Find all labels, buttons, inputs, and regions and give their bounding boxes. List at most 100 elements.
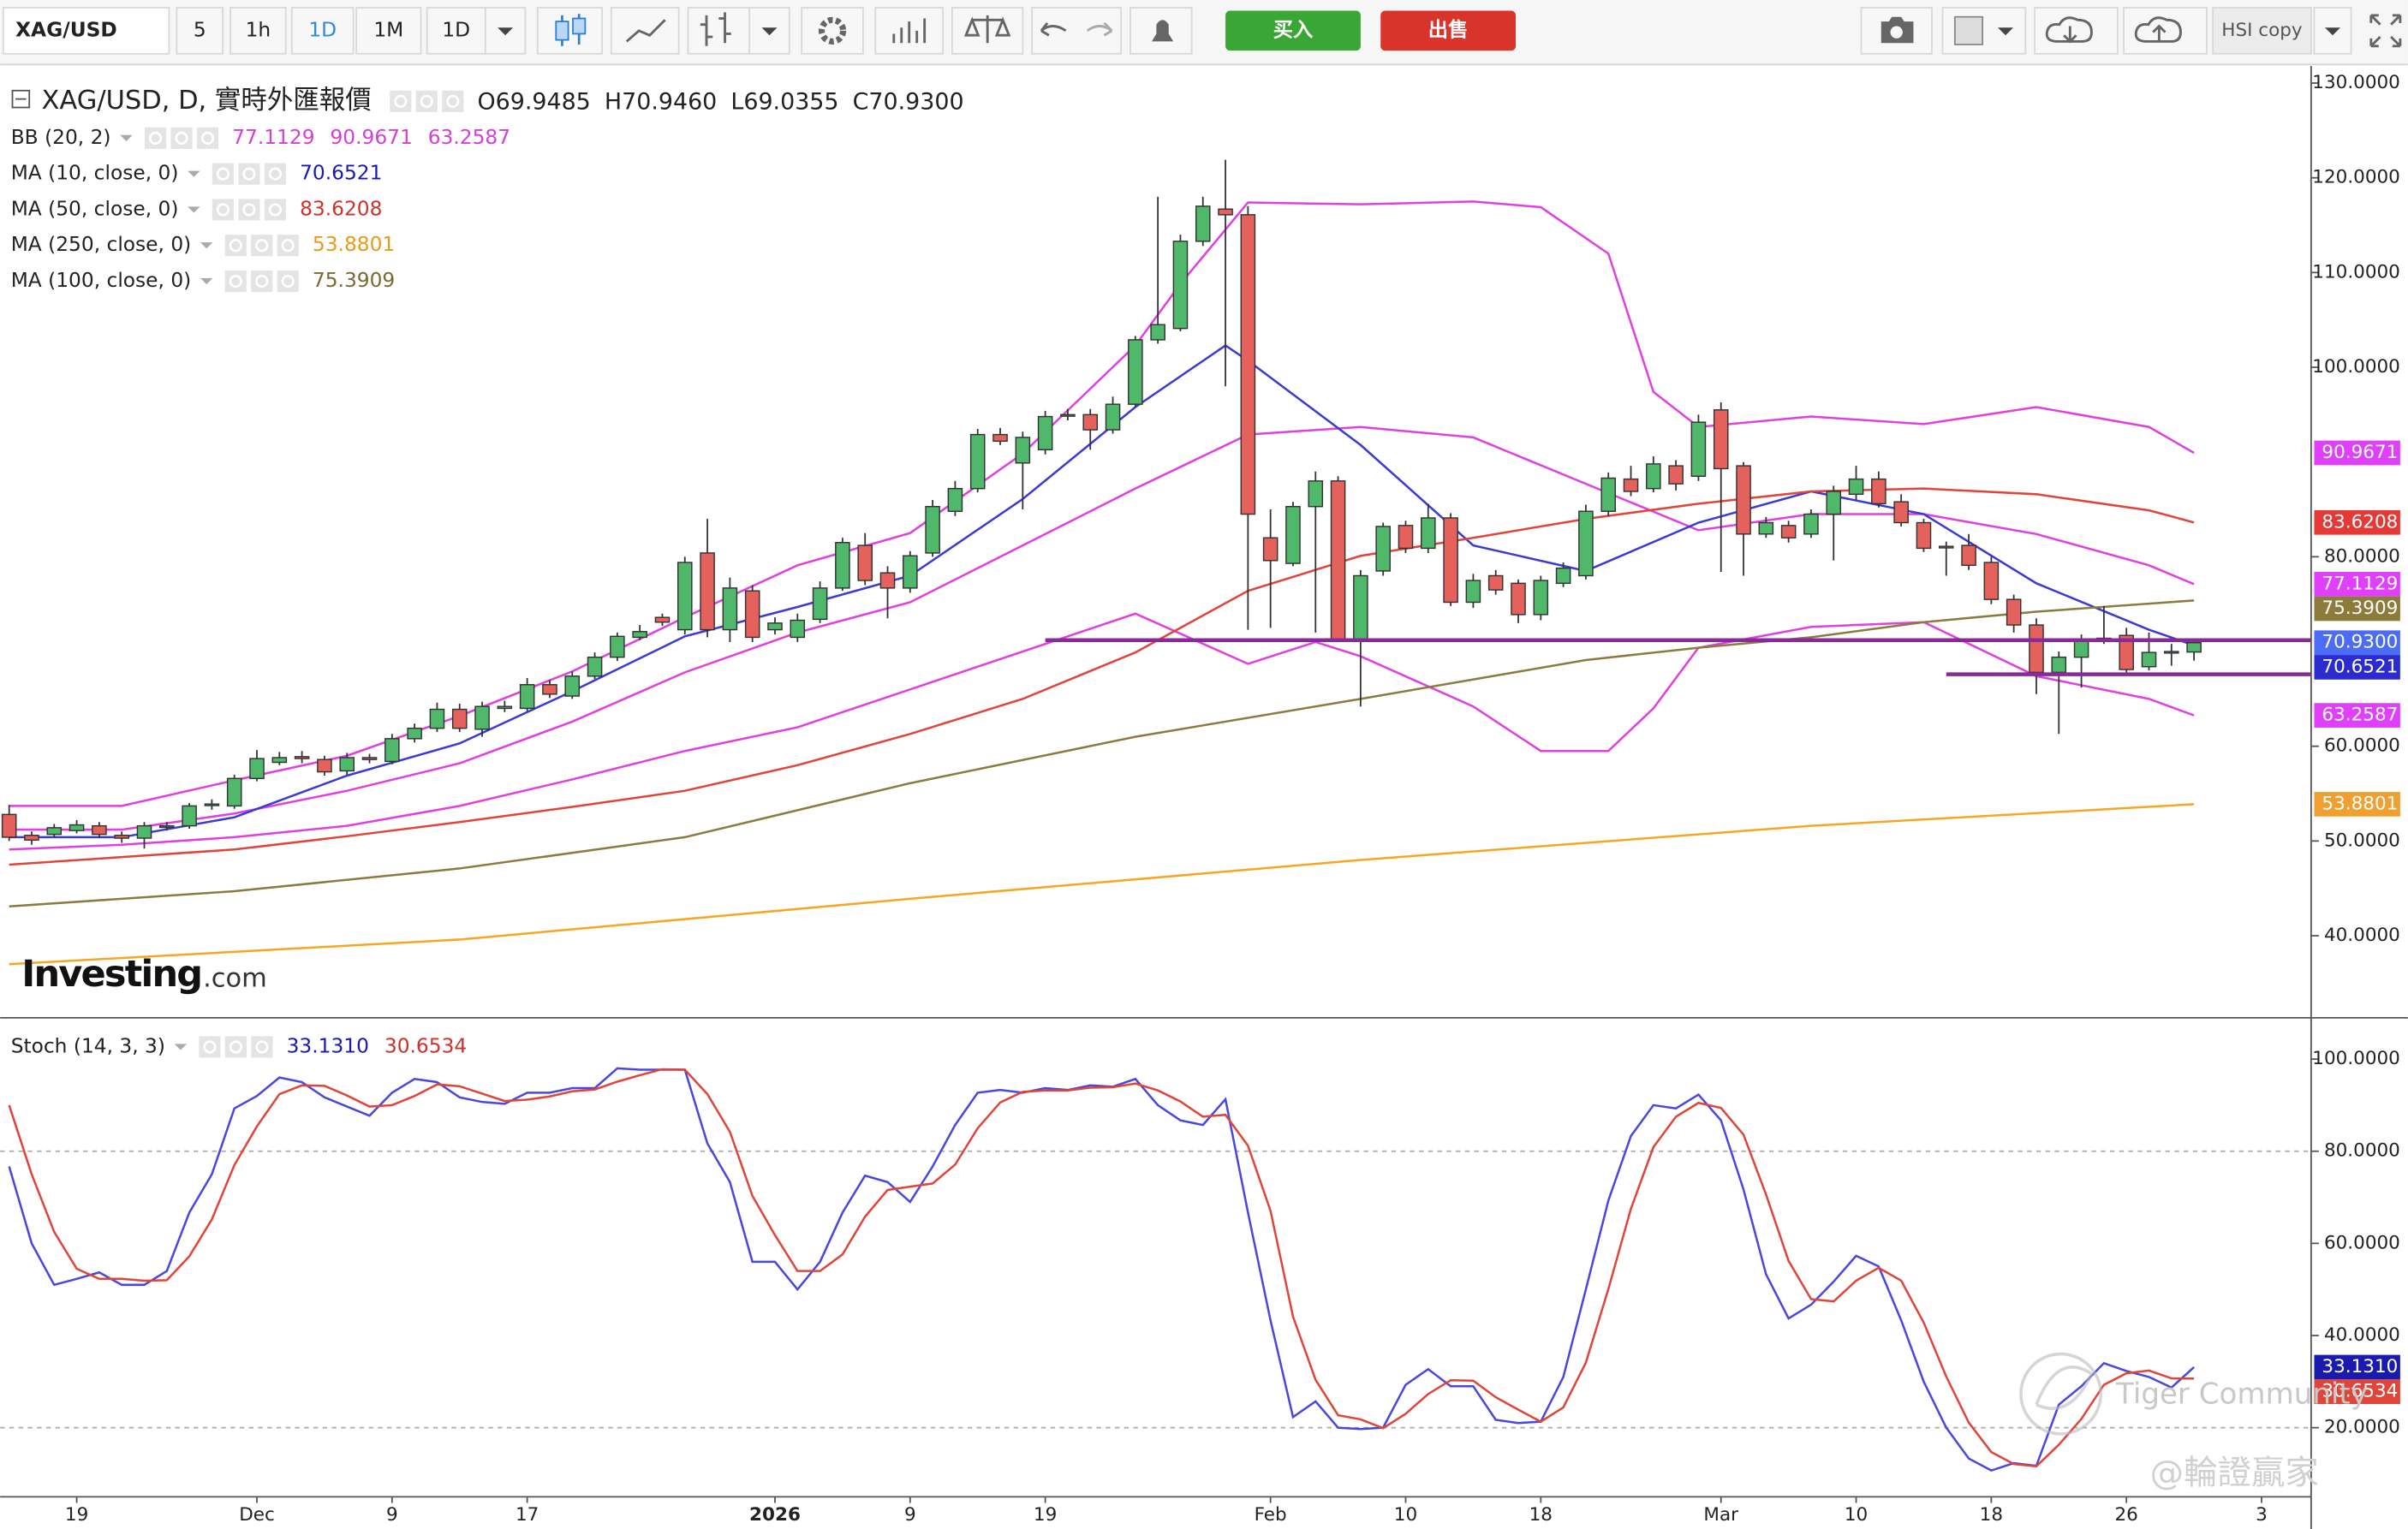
undo-icon (1040, 22, 1067, 37)
indicator-name: MA (10, close, 0) (11, 162, 179, 185)
candle-body (632, 631, 647, 639)
price-tag-label: 53.8801 (2322, 793, 2398, 814)
interval-button[interactable] (229, 7, 287, 55)
interval-button[interactable] (290, 7, 355, 55)
interval-label[interactable]: 1M (373, 18, 403, 41)
candle-body (992, 433, 1008, 443)
interval-button[interactable] (426, 7, 486, 55)
y-tick-label: 40.0000 (2324, 925, 2400, 946)
legend-icon-glyph (203, 1040, 217, 1054)
interval-label[interactable]: 1h (246, 18, 271, 41)
legend-icon-glyph (175, 131, 188, 146)
candle-body (407, 727, 422, 740)
candle-body (114, 834, 129, 839)
legend-icon[interactable] (251, 270, 273, 293)
candle-body (1218, 208, 1233, 216)
symbol-box[interactable] (2, 7, 170, 55)
legend-icon[interactable] (144, 127, 167, 149)
candle-body (136, 824, 152, 839)
legend-icon[interactable] (251, 235, 273, 257)
color-button[interactable] (1941, 7, 2027, 55)
indicator-name: MA (250, close, 0) (11, 233, 192, 256)
legend-icon[interactable] (196, 127, 219, 149)
interval-label[interactable]: 5 (194, 18, 206, 41)
caret (188, 206, 200, 213)
symbol[interactable]: XAG/USD (15, 18, 117, 41)
legend-icon[interactable] (212, 199, 234, 221)
legend-icon[interactable] (238, 199, 260, 221)
candle-body (384, 738, 400, 763)
indicator-value: 53.8801 (313, 233, 395, 256)
candle-type-button[interactable] (536, 7, 603, 55)
legend-icon-glyph (255, 1040, 269, 1054)
watermark-suffix: .com (203, 964, 267, 994)
legend-icon[interactable] (277, 235, 299, 257)
legend-icon[interactable] (415, 90, 438, 112)
y-tick-label: 80.0000 (2324, 545, 2400, 567)
legend-icon[interactable] (277, 270, 299, 293)
legend-icon[interactable] (212, 163, 234, 185)
legend-icon[interactable] (238, 163, 260, 185)
x-tick-label: 26 (2115, 1504, 2138, 1526)
legend-icon[interactable] (264, 163, 286, 185)
candle-body (204, 803, 220, 806)
bar-icon (700, 12, 731, 46)
settings-button[interactable] (801, 7, 864, 55)
legend-icon[interactable] (390, 90, 412, 112)
y-tick-label: 60.0000 (2324, 1232, 2400, 1253)
x-tick-label: 17 (516, 1504, 539, 1526)
undo-redo[interactable] (1031, 7, 1123, 55)
layout-name[interactable]: HSI copy (2221, 20, 2303, 41)
legend-icon[interactable] (199, 1036, 221, 1058)
legend-icon[interactable] (442, 90, 464, 112)
interval-button[interactable] (176, 7, 224, 55)
price-tag (2314, 655, 2400, 680)
sell-button[interactable] (1380, 10, 1517, 51)
fullscreen-icon[interactable] (2369, 14, 2402, 48)
legend-icon[interactable] (224, 1036, 247, 1058)
legend-icon[interactable] (170, 127, 193, 149)
price-tag (2314, 1379, 2400, 1404)
caret (188, 170, 200, 177)
legend-icon[interactable] (264, 199, 286, 221)
series-line (9, 344, 2195, 839)
gear-icon (818, 16, 847, 45)
candle-body (1871, 478, 1886, 505)
indicator-value: 75.3909 (313, 269, 395, 292)
legend-icon[interactable] (224, 235, 247, 257)
candle-body (790, 619, 806, 639)
bar-type-button[interactable] (687, 7, 751, 55)
price-tag-label: 77.1129 (2322, 573, 2398, 594)
caret (761, 27, 778, 36)
interval-button[interactable] (355, 7, 422, 55)
sell-label[interactable]: 出售 (1428, 17, 1469, 41)
price-tag-label: 63.2587 (2322, 705, 2398, 726)
y-tick-label: 40.0000 (2324, 1324, 2400, 1346)
candle-body (1826, 491, 1842, 515)
candle-body (1420, 517, 1436, 550)
interval-label[interactable]: 1D (308, 18, 337, 41)
ohlc-readout: O69.9485 (477, 89, 590, 116)
indicator-value: 90.9671 (330, 126, 412, 149)
indicator-value: 77.1129 (232, 126, 314, 149)
legend-icon[interactable] (224, 270, 247, 293)
candle-body (429, 708, 445, 729)
cloud-up-icon (2134, 16, 2182, 43)
x-tick-label: 10 (1845, 1504, 1868, 1526)
candle-body (1060, 413, 1076, 417)
buy-button[interactable] (1225, 10, 1361, 51)
candle-body (1646, 463, 1661, 490)
price-tag (2314, 1354, 2400, 1380)
indicator-value: 83.6208 (300, 197, 382, 220)
layout-box[interactable] (2212, 7, 2312, 55)
legend-icon-glyph (216, 167, 230, 181)
candle-body (744, 590, 760, 639)
buy-label[interactable]: 买入 (1273, 18, 1314, 41)
interval-label[interactable]: 1D (442, 18, 470, 41)
handle-watermark: @輪證贏家 (2150, 1454, 2319, 1493)
line-type-button[interactable] (610, 7, 680, 55)
legend-icon[interactable] (251, 1036, 273, 1058)
legend-icon-glyph (216, 203, 230, 217)
candle-body (1262, 537, 1279, 562)
